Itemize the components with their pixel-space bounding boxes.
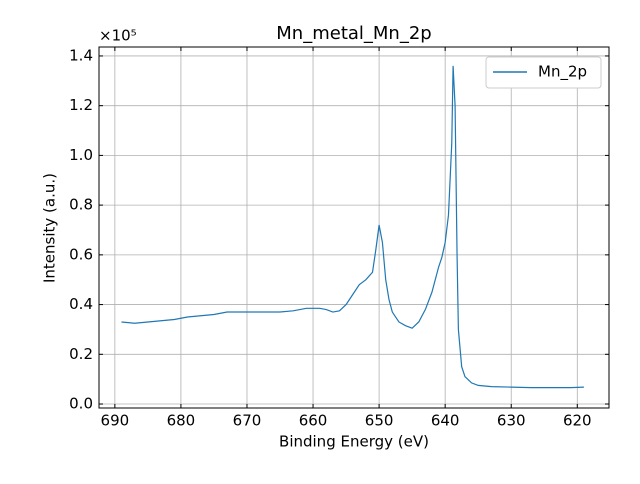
x-tick-label: 680 bbox=[167, 412, 196, 430]
y-tick-label: 1.4 bbox=[69, 46, 93, 64]
x-tick-label: 650 bbox=[365, 412, 394, 430]
chart-title: Mn_metal_Mn_2p bbox=[276, 23, 431, 44]
y-tick-label: 0.4 bbox=[69, 295, 93, 313]
x-tick-label: 690 bbox=[101, 412, 130, 430]
y-tick-label: 1.0 bbox=[69, 146, 93, 164]
y-offset-label: ×10⁵ bbox=[99, 27, 137, 45]
x-tick-label: 620 bbox=[563, 412, 592, 430]
legend-box bbox=[485, 56, 602, 89]
y-tick-label: 0.8 bbox=[69, 196, 93, 214]
x-tick-label: 640 bbox=[431, 412, 460, 430]
x-tick-label: 660 bbox=[299, 412, 328, 430]
legend: Mn_2p bbox=[485, 56, 602, 89]
axes-frame bbox=[98, 46, 610, 409]
x-tick-label: 630 bbox=[497, 412, 526, 430]
y-tick-label: 0.2 bbox=[69, 345, 93, 363]
x-axis-label: Binding Energy (eV) bbox=[279, 433, 429, 451]
y-axis-label: Intensity (a.u.) bbox=[41, 173, 59, 283]
y-tick-label: 1.2 bbox=[69, 96, 93, 114]
data-line bbox=[121, 65, 584, 389]
legend-label: Mn_2p bbox=[538, 63, 587, 82]
y-tick-label: 0.0 bbox=[69, 395, 93, 413]
x-tick-label: 670 bbox=[233, 412, 262, 430]
y-tick-label: 0.6 bbox=[69, 245, 93, 263]
